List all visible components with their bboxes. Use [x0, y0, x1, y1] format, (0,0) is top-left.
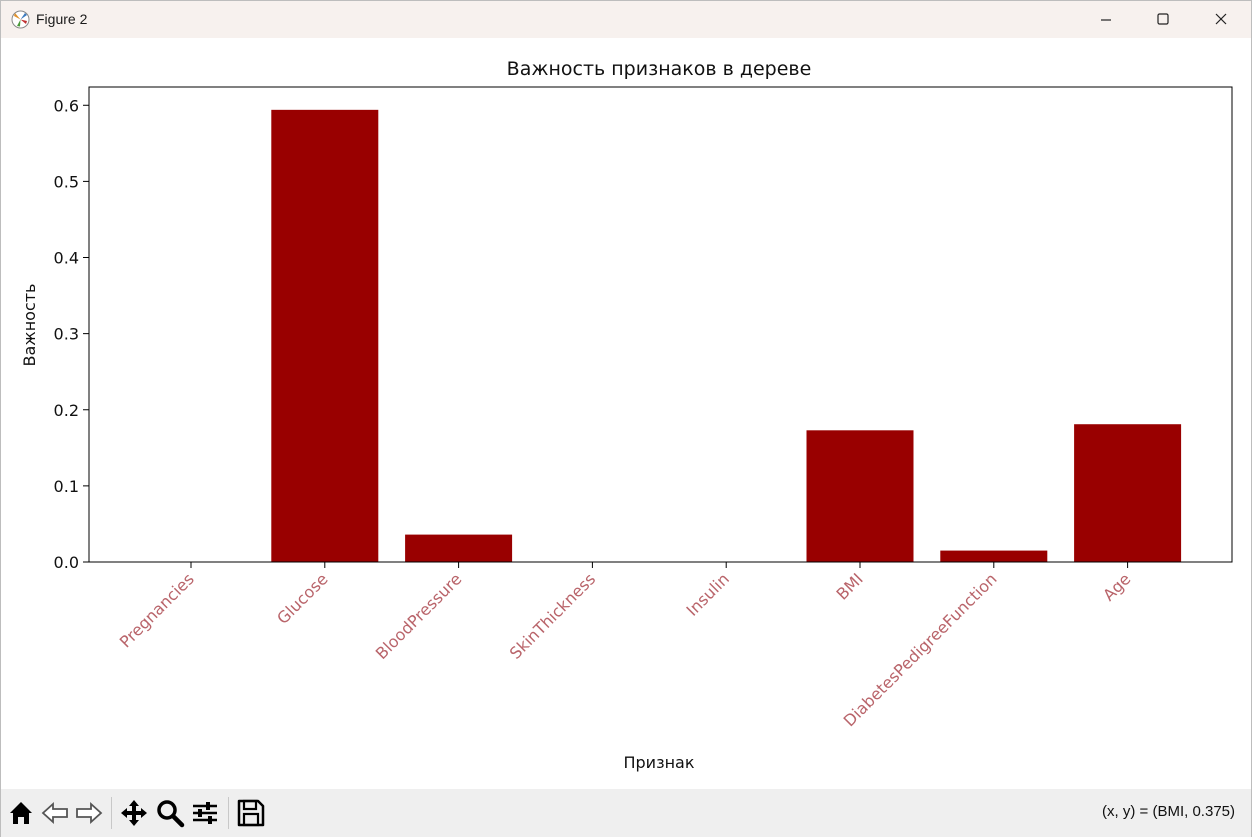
y-axis-label: Важность: [20, 284, 39, 367]
minimize-button[interactable]: [1081, 1, 1131, 38]
x-tick-label: BloodPressure: [372, 569, 466, 663]
y-tick-label: 0.0: [54, 553, 79, 572]
maximize-icon: [1157, 13, 1169, 25]
toolbar-separator: [111, 797, 112, 829]
y-tick-label: 0.4: [54, 249, 79, 268]
plot-canvas[interactable]: Важность признаков в дереве 0.0 0.1 0.2 0.3…: [1, 38, 1251, 789]
window-title: Figure 2: [36, 11, 88, 27]
configure-subplots-button[interactable]: [190, 798, 220, 828]
axes-frame: [88, 86, 1233, 563]
bar-Age: [1074, 424, 1182, 562]
x-tick-label: DiabetesPedigreeFunction: [840, 569, 1001, 730]
y-tick-label: 0.1: [54, 477, 79, 496]
y-tick-label: 0.2: [54, 401, 79, 420]
navigation-toolbar: (x, y) = (BMI, 0.375): [1, 789, 1251, 837]
matplotlib-app-icon: [11, 10, 30, 29]
y-tick-label: 0.3: [54, 325, 79, 344]
bar-Glucose: [271, 109, 379, 562]
y-tick-label: 0.6: [54, 96, 79, 115]
forward-icon: [76, 801, 103, 825]
bar-DiabetesPedigreeFunction: [940, 550, 1048, 562]
maximize-button[interactable]: [1138, 1, 1188, 38]
x-tick-label: Pregnancies: [116, 569, 198, 651]
toolbar-separator: [228, 797, 229, 829]
chart-title: Важность признаков в дереве: [507, 58, 812, 80]
cursor-coordinates: (x, y) = (BMI, 0.375): [1102, 803, 1235, 820]
x-axis-label: Признак: [623, 753, 694, 772]
back-icon: [41, 801, 68, 825]
zoom-icon: [157, 800, 185, 828]
x-tick-label: BMI: [833, 569, 867, 603]
x-tick-label: Age: [1099, 569, 1134, 604]
minimize-icon: [1101, 19, 1111, 21]
home-icon: [10, 802, 32, 824]
x-tick-label: Insulin: [683, 569, 733, 619]
configure-subplots-icon: [193, 802, 217, 824]
y-tick-label: 0.5: [54, 172, 79, 191]
bar-BMI: [806, 430, 914, 562]
save-icon: [237, 799, 265, 827]
back-button[interactable]: [41, 798, 71, 828]
x-tick-label: Glucose: [273, 569, 332, 628]
home-button[interactable]: [6, 798, 36, 828]
close-icon: [1215, 13, 1227, 25]
pan-button[interactable]: [119, 798, 149, 828]
title-bar[interactable]: Figure 2: [1, 1, 1251, 38]
bar-BloodPressure: [405, 534, 513, 562]
pan-icon: [121, 800, 147, 826]
save-button[interactable]: [236, 798, 266, 828]
x-tick-label: SkinThickness: [506, 569, 599, 662]
zoom-button[interactable]: [155, 798, 185, 828]
close-button[interactable]: [1196, 1, 1246, 38]
forward-button[interactable]: [73, 798, 103, 828]
